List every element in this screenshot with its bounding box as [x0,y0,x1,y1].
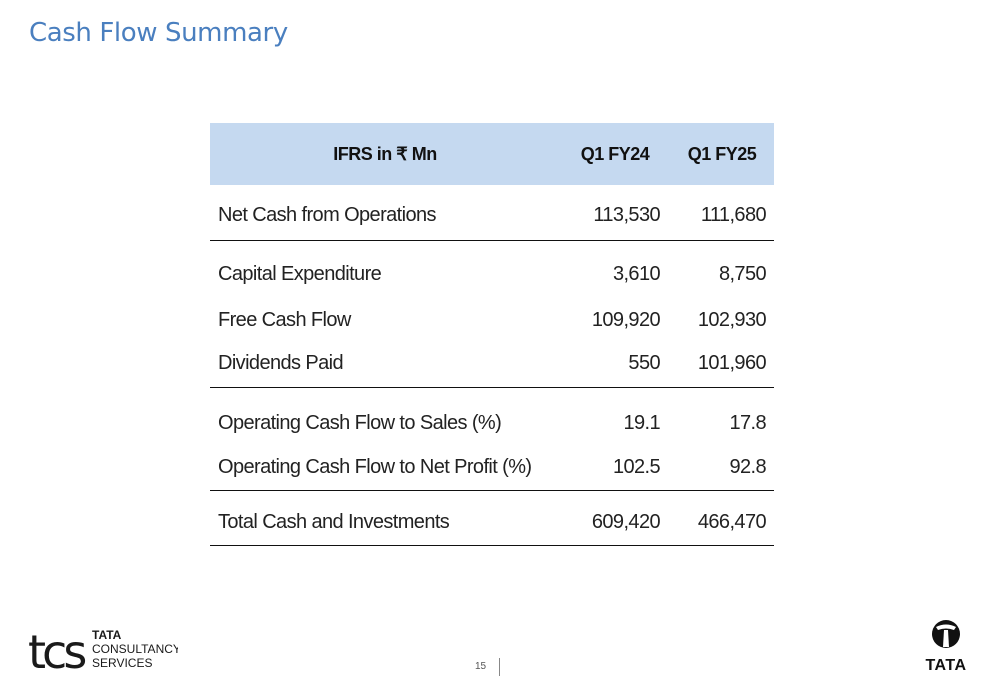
table-group-cash-usage: Capital Expenditure 3,610 8,750 Free Cas… [210,241,774,388]
table-group-total: Total Cash and Investments 609,420 466,4… [210,491,774,546]
row-value-q1fy25: 92.8 [729,455,766,478]
tata-wordmark: TATA [925,657,966,674]
header-q1fy25: Q1 FY25 [687,143,757,164]
header-q1fy24: Q1 FY24 [580,143,650,164]
tata-emblem-icon [932,620,960,648]
cash-flow-table: IFRS in ₹ Mn Q1 FY24 Q1 FY25 Net Cash fr… [210,123,774,546]
row-label: Dividends Paid [218,351,344,374]
row-label: Capital Expenditure [218,262,382,285]
table-header: IFRS in ₹ Mn Q1 FY24 Q1 FY25 [210,123,774,185]
row-value-q1fy25: 111,680 [700,203,767,226]
row-label: Operating Cash Flow to Net Profit (%) [218,455,532,478]
row-label: Net Cash from Operations [218,203,437,226]
row-value-q1fy24: 19.1 [623,411,660,434]
table-row: Capital Expenditure 3,610 8,750 [210,251,774,297]
table-row: Net Cash from Operations 113,530 111,680 [210,191,774,239]
table-group-ratios: Operating Cash Flow to Sales (%) 19.1 17… [210,388,774,491]
row-value-q1fy24: 102.5 [612,455,661,478]
table-row: Operating Cash Flow to Sales (%) 19.1 17… [210,400,774,446]
row-value-q1fy25: 102,930 [697,308,767,331]
row-value-q1fy25: 466,470 [697,510,767,533]
tata-logo: TATA [918,618,974,679]
table-row: Total Cash and Investments 609,420 466,4… [210,501,774,543]
row-value-q1fy24: 550 [628,351,660,374]
table-row: Dividends Paid 550 101,960 [210,343,774,383]
row-label: Free Cash Flow [218,308,351,331]
table-group-operations: Net Cash from Operations 113,530 111,680 [210,185,774,241]
table-row: Operating Cash Flow to Net Profit (%) 10… [210,446,774,488]
row-value-q1fy25: 101,960 [697,351,767,374]
row-label: Operating Cash Flow to Sales (%) [218,411,502,434]
row-value-q1fy24: 113,530 [593,203,660,226]
header-metric: IFRS in ₹ Mn [333,143,437,164]
row-value-q1fy24: 109,920 [591,308,661,331]
tcs-tata-text: TATA [92,628,122,642]
row-value-q1fy24: 3,610 [612,262,661,285]
tcs-consultancy-text: CONSULTANCY [92,642,178,656]
table-row: Free Cash Flow 109,920 102,930 [210,297,774,343]
row-value-q1fy24: 609,420 [591,510,661,533]
tcs-services-text: SERVICES [92,656,152,670]
tcs-wordmark: tcs [28,628,85,676]
page-title: Cash Flow Summary [29,18,288,48]
tcs-logo: tcs TATA CONSULTANCY SERVICES [28,625,181,681]
footer-divider [499,658,500,676]
row-value-q1fy25: 17.8 [729,411,766,434]
page-number: 15 [475,661,487,672]
row-label: Total Cash and Investments [218,510,450,533]
row-value-q1fy25: 8,750 [718,262,767,285]
